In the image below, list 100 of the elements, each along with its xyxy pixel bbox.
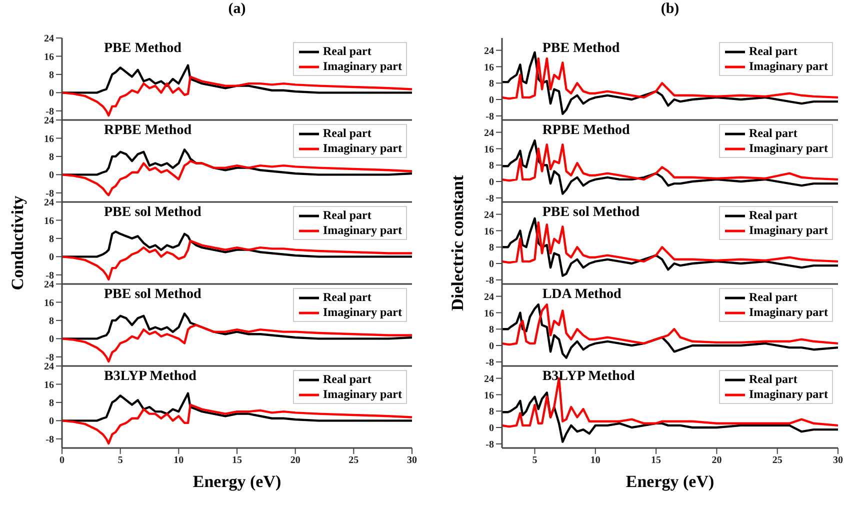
x-tick-label: 30	[833, 455, 843, 466]
annotation: B3LYP Method	[542, 369, 635, 384]
y-tick-label: 0	[49, 170, 54, 182]
x-tick-label: 20	[712, 455, 722, 466]
y-tick-label: 24	[44, 362, 54, 373]
y-tick-label: 24	[484, 374, 494, 385]
y-tick-label: 24	[44, 116, 54, 127]
y-tick-label: 8	[489, 324, 494, 336]
y-tick-label: 16	[484, 144, 494, 156]
y-tick-label: 8	[49, 316, 54, 327]
annotation: LDA Method	[542, 287, 622, 302]
legend-label: Imaginary part	[323, 223, 402, 238]
y-tick-label: 24	[484, 210, 494, 221]
y-tick-label: 24	[44, 280, 54, 291]
x-tick-label: 25	[772, 455, 782, 466]
legend-label: Imaginary part	[749, 223, 828, 238]
legend-label: Real part	[749, 290, 798, 305]
y-tick-label: 24	[484, 292, 494, 303]
legend-label: Real part	[323, 372, 372, 387]
y-tick-label: -8	[486, 357, 494, 368]
y-tick-label: 8	[489, 78, 494, 90]
y-axis-title: Conductivity	[8, 196, 27, 290]
chart-title: (b)	[660, 1, 680, 17]
x-tick-label: 10	[590, 455, 600, 466]
x-tick-label: 5	[118, 455, 123, 466]
line-series	[62, 324, 412, 363]
y-tick-label: 16	[484, 226, 494, 238]
y-tick-label: 16	[44, 380, 54, 391]
line-series	[502, 221, 838, 264]
legend-label: Imaginary part	[323, 387, 402, 402]
y-tick-label: 8	[489, 406, 494, 418]
y-tick-label: 0	[489, 177, 494, 188]
y-tick-label: 16	[44, 52, 54, 63]
y-tick-label: -8	[486, 193, 494, 204]
x-tick-label: 15	[651, 455, 662, 466]
legend-label: Real part	[749, 126, 798, 141]
y-tick-label: 8	[489, 242, 494, 254]
y-axis-title: Dielectric constant	[448, 175, 467, 311]
legend-label: Imaginary part	[323, 305, 402, 320]
x-tick-label: 20	[290, 455, 300, 466]
y-tick-label: 0	[489, 259, 494, 270]
annotation: PBE Method	[542, 41, 620, 56]
line-series	[502, 144, 838, 182]
line-series	[502, 303, 838, 346]
line-series	[62, 240, 412, 281]
x-axis-title: Energy (eV)	[626, 472, 714, 491]
legend-label: Imaginary part	[749, 141, 828, 156]
y-tick-label: 0	[49, 252, 54, 264]
legend-label: Imaginary part	[323, 141, 402, 156]
y-tick-label: 16	[484, 62, 494, 74]
y-tick-label: 16	[484, 390, 494, 402]
y-tick-label: 8	[489, 160, 494, 172]
y-tick-label: 0	[489, 423, 494, 434]
annotation: PBE sol Method	[104, 205, 202, 220]
y-tick-label: 16	[44, 134, 54, 145]
legend-label: Real part	[749, 208, 798, 223]
line-series	[62, 160, 412, 196]
x-tick-label: 5	[532, 455, 538, 466]
annotation: PBE sol Method	[542, 205, 640, 220]
legend-label: Imaginary part	[749, 59, 828, 74]
legend-label: Imaginary part	[749, 305, 828, 320]
y-tick-label: -8	[486, 111, 494, 122]
annotation: RPBE Method	[104, 123, 192, 138]
line-series	[502, 303, 838, 359]
annotation: PBE sol Method	[104, 287, 202, 302]
y-tick-label: 0	[49, 416, 54, 428]
line-series	[502, 57, 838, 100]
y-tick-label: -8	[46, 188, 54, 200]
annotation: B3LYP Method	[104, 369, 196, 384]
y-tick-label: -8	[46, 434, 54, 446]
y-tick-label: 16	[484, 308, 494, 320]
x-tick-label: 0	[60, 455, 64, 466]
y-tick-label: 8	[49, 70, 54, 81]
y-tick-label: 16	[44, 216, 54, 227]
legend-label: Real part	[749, 372, 798, 387]
x-tick-label: 15	[232, 455, 242, 466]
legend-label: Real part	[323, 44, 372, 59]
x-tick-label: 25	[348, 455, 359, 466]
legend-label: Real part	[323, 126, 372, 141]
annotation: PBE Method	[104, 41, 182, 56]
y-tick-label: 0	[49, 88, 54, 100]
legend-label: Imaginary part	[323, 59, 402, 74]
x-tick-label: 30	[407, 455, 417, 466]
y-tick-label: 24	[44, 198, 54, 209]
line-series	[62, 404, 412, 445]
y-tick-label: 0	[489, 95, 494, 106]
y-tick-label: 24	[484, 46, 494, 57]
y-tick-label: 8	[49, 234, 54, 245]
line-series	[502, 139, 838, 195]
legend-label: Real part	[749, 44, 798, 59]
line-series	[62, 76, 412, 117]
x-tick-label: 10	[174, 455, 184, 466]
legend-label: Real part	[323, 208, 372, 223]
y-tick-label: -8	[46, 106, 54, 118]
y-tick-label: 8	[49, 152, 54, 163]
y-tick-label: -8	[46, 270, 54, 282]
legend-label: Imaginary part	[749, 387, 828, 402]
y-tick-label: 0	[49, 334, 54, 346]
y-tick-label: 16	[44, 298, 54, 309]
annotation: RPBE Method	[542, 123, 630, 138]
